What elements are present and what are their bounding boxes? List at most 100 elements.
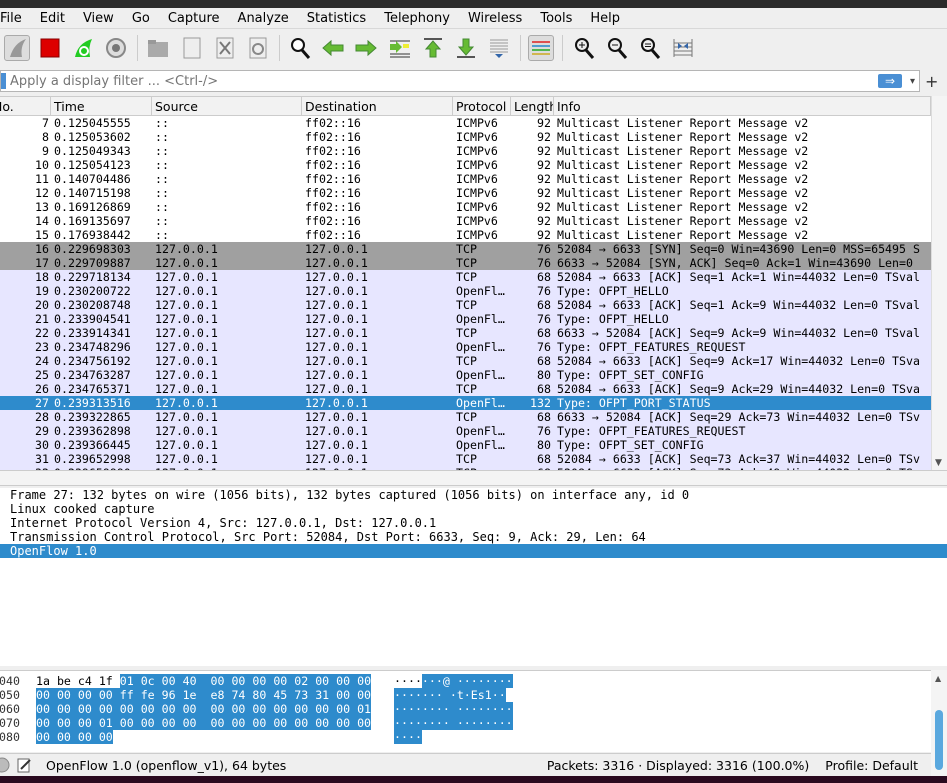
packet-list-horizontal-scrollbar[interactable] [0, 470, 947, 486]
column-header-no[interactable]: No. [0, 97, 51, 115]
column-header-protocol[interactable]: Protocol [453, 97, 511, 115]
hex-ascii[interactable]: ········ ········ [394, 716, 513, 730]
packet-row[interactable]: 11 0.140704486:: ff02::16 ICMPv6 92 Multicast… [0, 172, 931, 186]
packet-row[interactable]: 20 0.230208748 127.0.0.1 127.0.0.1 TCP 68 5208… [0, 298, 931, 312]
status-profile[interactable]: Profile: Default [825, 757, 918, 773]
packet-row[interactable]: 13 0.169126869:: ff02::16 ICMPv6 92 Multicast… [0, 200, 931, 214]
detail-tcp[interactable]: Transmission Control Protocol, Src Port:… [10, 530, 646, 544]
bytes-scrollbar[interactable]: ▲ [931, 670, 947, 776]
menu-tools[interactable]: Tools [540, 10, 573, 26]
apply-filter-button[interactable]: ⇒ [877, 74, 902, 88]
menu-analyze[interactable]: Analyze [237, 10, 289, 26]
hex-bytes[interactable]: 00 00 00 01 00 00 00 00 00 00 00 00 00 0… [36, 716, 372, 730]
column-header-destination[interactable]: Destination [302, 97, 453, 115]
go-first-button[interactable] [420, 35, 446, 61]
menu-go[interactable]: Go [131, 10, 150, 26]
zoom-normal-button[interactable] [637, 35, 663, 61]
filter-dropdown-icon[interactable]: ▾ [909, 75, 915, 87]
detail-ipv4[interactable]: Internet Protocol Version 4, Src: 127.0.… [10, 516, 437, 530]
packet-row[interactable]: 19 0.230200722 127.0.0.1 127.0.0.1 OpenFl… 76… [0, 284, 931, 298]
column-header-length[interactable]: Length [511, 97, 554, 115]
close-file-button[interactable] [212, 35, 238, 61]
packet-row[interactable]: 12 0.140715198:: ff02::16 ICMPv6 92 Multicast… [0, 186, 931, 200]
resize-columns-button[interactable] [670, 35, 696, 61]
reload-file-button[interactable] [245, 35, 271, 61]
column-header-info[interactable]: Info [554, 97, 931, 115]
packet-row[interactable]: 17 0.229709887 127.0.0.1 127.0.0.1 TCP 76 6633… [0, 256, 931, 270]
packet-row[interactable]: 31 0.239652998 127.0.0.1 127.0.0.1 TCP 68 5208… [0, 452, 931, 466]
go-to-packet-button[interactable] [387, 35, 413, 61]
detail-openflow[interactable]: OpenFlow 1.0 [0, 544, 947, 558]
go-last-button[interactable] [453, 35, 479, 61]
packet-row[interactable]: 27 0.239313516 127.0.0.1 127.0.0.1 OpenFl… 13… [0, 396, 931, 410]
hex-ascii[interactable]: ·······@ ········ [394, 674, 513, 688]
column-header-time[interactable]: Time [51, 97, 152, 115]
packet-row[interactable]: 26 0.234765371 127.0.0.1 127.0.0.1 TCP 68 5208… [0, 382, 931, 396]
menu-wireless[interactable]: Wireless [467, 10, 523, 26]
find-packet-button[interactable] [287, 35, 313, 61]
packet-list-header: No. Time Source Destination Protocol Len… [0, 97, 931, 116]
cell-length: 76 [537, 424, 551, 438]
menu-statistics[interactable]: Statistics [306, 10, 367, 26]
start-capture-button[interactable] [3, 34, 30, 61]
packet-row[interactable]: 7 0.125045555:: ff02::16 ICMPv6 92 Multicast … [0, 116, 931, 130]
hex-ascii[interactable]: ······· ·t·Es1·· [394, 688, 506, 702]
hex-ascii[interactable]: ········ ········ [394, 702, 513, 716]
packet-row[interactable]: 16 0.229698303 127.0.0.1 127.0.0.1 TCP 76 5208… [0, 242, 931, 256]
save-file-button[interactable] [179, 35, 205, 61]
display-filter-input[interactable] [10, 73, 878, 89]
menu-edit[interactable]: Edit [39, 10, 65, 26]
packet-row[interactable]: 30 0.239366445 127.0.0.1 127.0.0.1 OpenFl… 80… [0, 438, 931, 452]
cell-no: 23 [35, 340, 49, 354]
colorize-button[interactable] [528, 34, 555, 61]
menu-view[interactable]: View [82, 10, 114, 26]
cell-time: 0.169126869 [54, 200, 131, 214]
hex-bytes[interactable]: 1a be c4 1f 01 0c 00 40 00 00 00 00 02 0… [36, 674, 372, 688]
packet-row[interactable]: 320.239659990127.0.0.1127.0.0.1TCP685208… [0, 466, 931, 470]
cell-info: 52084 → 6633 [ACK] Seq=1 Ack=9 Win=44032… [557, 298, 920, 312]
menu-capture[interactable]: Capture [167, 10, 220, 26]
open-file-button[interactable] [145, 35, 171, 61]
bookmark-icon[interactable] [1, 73, 6, 89]
capture-options-button[interactable] [103, 35, 129, 61]
add-filter-button[interactable]: + [925, 72, 939, 91]
cell-no: 9 [42, 144, 49, 158]
packet-row[interactable]: 18 0.229718134 127.0.0.1 127.0.0.1 TCP 68 5208… [0, 270, 931, 284]
stop-capture-button[interactable] [37, 35, 63, 61]
hex-row: 0050 00 00 00 00 ff fe 96 1e e8 74 80 45 … [0, 688, 931, 702]
packet-row[interactable]: 10 0.125054123:: ff02::16 ICMPv6 92 Multicast… [0, 158, 931, 172]
packet-row[interactable]: 9 0.125049343:: ff02::16 ICMPv6 92 Multicast … [0, 144, 931, 158]
packet-row[interactable]: 22 0.233914341 127.0.0.1 127.0.0.1 TCP 68 6633… [0, 326, 931, 340]
packet-row[interactable]: 8 0.125053602:: ff02::16 ICMPv6 92 Multicast … [0, 130, 931, 144]
packet-row[interactable]: 21 0.233904541 127.0.0.1 127.0.0.1 OpenFl… 76… [0, 312, 931, 326]
menu-file[interactable]: File [0, 10, 22, 26]
restart-capture-button[interactable] [70, 35, 96, 61]
hex-bytes[interactable]: 00 00 00 00 00 00 00 00 00 00 00 00 00 0… [36, 702, 372, 716]
detail-frame[interactable]: Frame 27: 132 bytes on wire (1056 bits),… [10, 488, 690, 502]
packet-row[interactable]: 29 0.239362898 127.0.0.1 127.0.0.1 OpenFl… 76… [0, 424, 931, 438]
auto-scroll-button[interactable] [486, 35, 512, 61]
cell-length: 68 [537, 270, 551, 284]
packet-row[interactable]: 25 0.234763287 127.0.0.1 127.0.0.1 OpenFl… 80… [0, 368, 931, 382]
menu-help[interactable]: Help [590, 10, 621, 26]
packet-row[interactable]: 14 0.169135697:: ff02::16 ICMPv6 92 Multicast… [0, 214, 931, 228]
packet-row[interactable]: 24 0.234756192 127.0.0.1 127.0.0.1 TCP 68 5208… [0, 354, 931, 368]
hex-bytes[interactable]: 00 00 00 00 ff fe 96 1e e8 74 80 45 73 3… [36, 688, 372, 702]
packet-details-pane: Frame 27: 132 bytes on wire (1056 bits),… [0, 488, 947, 666]
menu-telephony[interactable]: Telephony [384, 10, 450, 26]
cell-time: 0.229718134 [54, 270, 131, 284]
hex-ascii[interactable]: ···· [394, 730, 422, 744]
go-forward-button[interactable] [353, 35, 379, 61]
packet-row[interactable]: 15 0.176938442:: ff02::16 ICMPv6 92 Multicast… [0, 228, 931, 242]
zoom-in-button[interactable] [571, 35, 597, 61]
packet-row[interactable]: 23 0.234748296 127.0.0.1 127.0.0.1 OpenFl… 76… [0, 340, 931, 354]
packet-list-scrollbar[interactable]: ▼ [931, 96, 947, 470]
expert-info-icon[interactable] [0, 757, 10, 773]
detail-linux-cooked[interactable]: Linux cooked capture [10, 502, 155, 516]
capture-comment-icon[interactable] [16, 757, 32, 773]
go-back-button[interactable] [320, 35, 346, 61]
hex-bytes[interactable]: 00 00 00 00 [36, 730, 113, 744]
zoom-out-button[interactable] [604, 35, 630, 61]
column-header-source[interactable]: Source [152, 97, 302, 115]
packet-row[interactable]: 28 0.239322865 127.0.0.1 127.0.0.1 TCP 68 6633… [0, 410, 931, 424]
